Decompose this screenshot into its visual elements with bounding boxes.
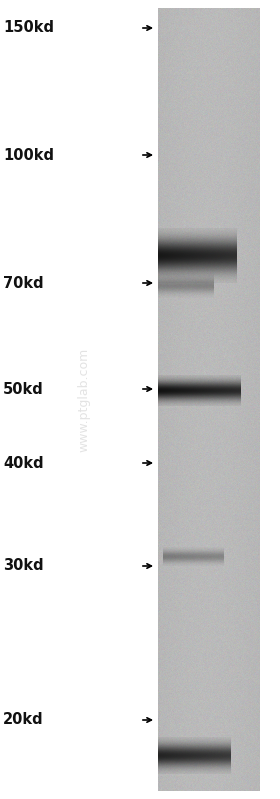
Text: 40kd: 40kd bbox=[3, 455, 44, 471]
Text: 20kd: 20kd bbox=[3, 713, 44, 728]
Text: 100kd: 100kd bbox=[3, 148, 54, 162]
Text: www.ptglab.com: www.ptglab.com bbox=[78, 348, 90, 451]
Text: 50kd: 50kd bbox=[3, 381, 44, 396]
Text: 150kd: 150kd bbox=[3, 21, 54, 35]
Text: 70kd: 70kd bbox=[3, 276, 44, 291]
Text: 30kd: 30kd bbox=[3, 559, 44, 574]
